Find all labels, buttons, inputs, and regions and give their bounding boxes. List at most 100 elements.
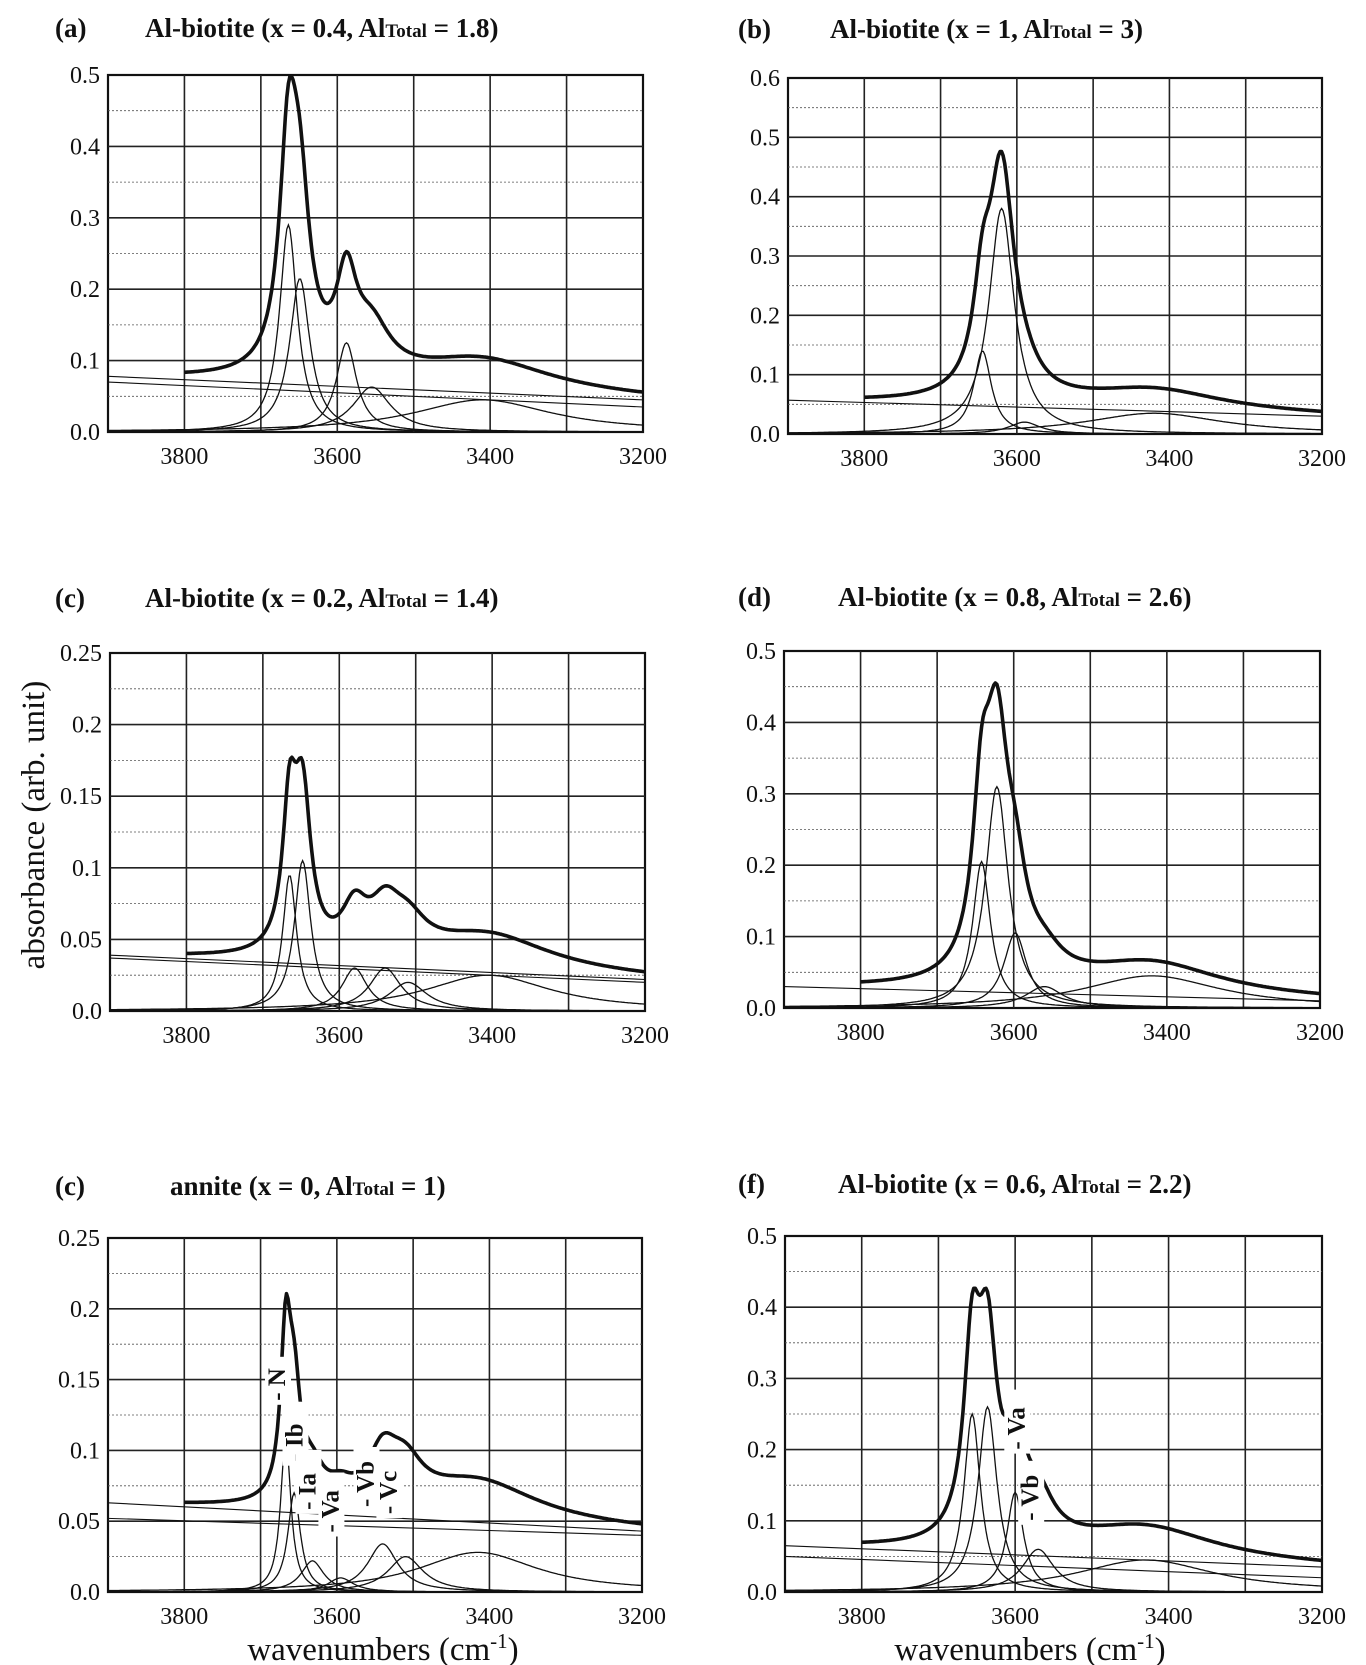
y-tick-label: 0.25 — [60, 641, 102, 667]
x-tick-label: 3400 — [1143, 1020, 1191, 1046]
panel-title: Al-biotite (x = 0.6, AlTotal = 2.2) — [838, 1169, 1192, 1199]
x-tick-label: 3400 — [466, 444, 514, 470]
y-tick-label: 0.2 — [70, 1297, 100, 1323]
component-band — [788, 412, 1322, 434]
y-tick-label: 0.5 — [70, 63, 100, 89]
x-tick-label: 3600 — [313, 1604, 361, 1630]
peak-label-text: - Ia — [295, 1473, 322, 1510]
x-tick-label: 3200 — [619, 444, 667, 470]
y-tick-label: 0.0 — [70, 420, 100, 446]
component-band — [108, 1551, 643, 1592]
chart-panel-a: 0.0 0.1 0.2 0.3 0.4 0.5 3800 3600 3400 3200 (a) Al-… — [55, 13, 667, 470]
measured-spectrum — [861, 1286, 1323, 1563]
panel-letter: (d) — [738, 582, 771, 612]
chart-panel-d: 0.0 0.1 0.2 0.3 0.4 0.5 3800 3600 3400 3200 (d) Al-… — [738, 582, 1344, 1046]
peak-label-bg — [295, 1449, 322, 1514]
y-tick-label: 0.4 — [747, 1295, 777, 1321]
y-tick-label: 0.0 — [747, 1580, 777, 1606]
panel-title: annite (x = 0, AlTotal = 1) — [170, 1171, 446, 1201]
x-axis-label-right: wavenumbers (cm-1) — [894, 1629, 1165, 1665]
x-tick-label: 3600 — [313, 444, 361, 470]
x-tick-label: 3800 — [160, 444, 208, 470]
y-tick-label: 0.4 — [750, 185, 780, 211]
peak-label: - Vc — [375, 1454, 403, 1519]
peak-label-bg — [376, 1454, 403, 1519]
x-tick-label: 3600 — [993, 446, 1041, 472]
x-tick-label: 3200 — [1296, 1020, 1344, 1046]
panel-letter: (f) — [738, 1169, 765, 1199]
y-tick-label: 0.2 — [70, 277, 100, 303]
component-band — [784, 975, 1321, 1008]
y-tick-label: 0.5 — [750, 125, 780, 151]
y-tick-label: 0.5 — [746, 639, 776, 665]
measured-spectrum — [184, 1291, 643, 1526]
x-tick-label: 3400 — [465, 1604, 513, 1630]
x-tick-label: 3200 — [621, 1023, 669, 1049]
peak-label: - Ia — [295, 1449, 322, 1514]
y-tick-label: 0.15 — [58, 1368, 100, 1394]
panel-title: Al-biotite (x = 0.4, AlTotal = 1.8) — [145, 13, 499, 43]
measured-spectrum — [860, 681, 1321, 996]
y-tick-label: 0.25 — [58, 1226, 100, 1252]
y-tick-label: 0.1 — [747, 1509, 777, 1535]
y-tick-label: 0.2 — [72, 713, 102, 739]
peak-label-bg — [265, 1356, 291, 1405]
peak-label-text: - Vb — [1017, 1475, 1044, 1521]
peak-label-bg — [1018, 1460, 1045, 1525]
x-tick-label: 3600 — [990, 1020, 1038, 1046]
x-tick-label: 3800 — [162, 1023, 210, 1049]
panel-title: Al-biotite (x = 1, AlTotal = 3) — [830, 14, 1143, 44]
x-tick-label: 3800 — [837, 1020, 885, 1046]
peak-label-text: - Vc — [375, 1471, 402, 1514]
peak-label-bg — [353, 1447, 380, 1511]
panels-group: 0.0 0.1 0.2 0.3 0.4 0.5 3800 3600 3400 3200 (a) Al-… — [55, 13, 1346, 1630]
y-tick-label: 0.0 — [72, 999, 102, 1025]
y-tick-label: 0.4 — [746, 710, 776, 736]
chart-panel-f: 0.0 0.1 0.2 0.3 0.4 0.5 3800 3600 3400 3200 (f) Al-… — [738, 1169, 1346, 1630]
component-band — [108, 386, 643, 433]
peak-label-text: - Vb — [353, 1461, 380, 1507]
y-tick-label: 0.3 — [747, 1366, 777, 1392]
baseline-line — [107, 1502, 643, 1532]
baseline-line — [107, 1517, 643, 1536]
y-tick-label: 0.1 — [746, 925, 776, 951]
y-tick-label: 0.3 — [746, 782, 776, 808]
component-band — [784, 985, 1320, 1009]
y-tick-label: 0.1 — [72, 856, 102, 882]
component-band — [107, 399, 644, 432]
peak-label-bg — [1004, 1389, 1031, 1454]
x-tick-label: 3800 — [838, 1604, 886, 1630]
peak-label-text: - Va — [317, 1490, 344, 1533]
peak-label: - Ib — [282, 1401, 309, 1466]
y-tick-label: 0.1 — [750, 363, 780, 389]
x-tick-label: 3800 — [840, 446, 888, 472]
peak-label-bg — [318, 1472, 345, 1537]
y-tick-label: 0.2 — [747, 1438, 777, 1464]
y-tick-label: 0.4 — [70, 134, 100, 160]
measured-spectrum — [186, 755, 646, 974]
chart-panel-b: 0.0 0.1 0.2 0.3 0.4 0.5 0.6 3800 3600 3400 3200 (b)… — [738, 14, 1346, 472]
baseline-line — [107, 381, 644, 408]
panel-title: Al-biotite (x = 0.2, AlTotal = 1.4) — [145, 583, 499, 613]
component-band — [785, 1559, 1322, 1591]
measured-spectrum — [864, 149, 1323, 414]
x-tick-label: 3400 — [468, 1023, 516, 1049]
y-tick-label: 0.15 — [60, 784, 102, 810]
baseline-line — [783, 986, 1321, 1002]
panel-letter: (c) — [55, 583, 85, 613]
peak-label-bg — [282, 1401, 309, 1466]
y-tick-label: 0.3 — [750, 244, 780, 270]
component-band — [108, 1555, 642, 1593]
measured-spectrum — [184, 74, 644, 394]
y-tick-label: 0.05 — [60, 927, 102, 953]
y-tick-label: 0.1 — [70, 349, 100, 375]
x-tick-label: 3200 — [1298, 1604, 1346, 1630]
x-tick-label: 3800 — [160, 1604, 208, 1630]
baseline-line — [784, 1555, 1323, 1579]
x-tick-label: 3600 — [991, 1604, 1039, 1630]
peak-label: - Va — [317, 1472, 345, 1537]
x-tick-label: 3200 — [618, 1604, 666, 1630]
panel-letter: (b) — [738, 14, 771, 44]
peak-label-text: - Va — [1003, 1407, 1030, 1450]
y-tick-label: 0.2 — [746, 853, 776, 879]
